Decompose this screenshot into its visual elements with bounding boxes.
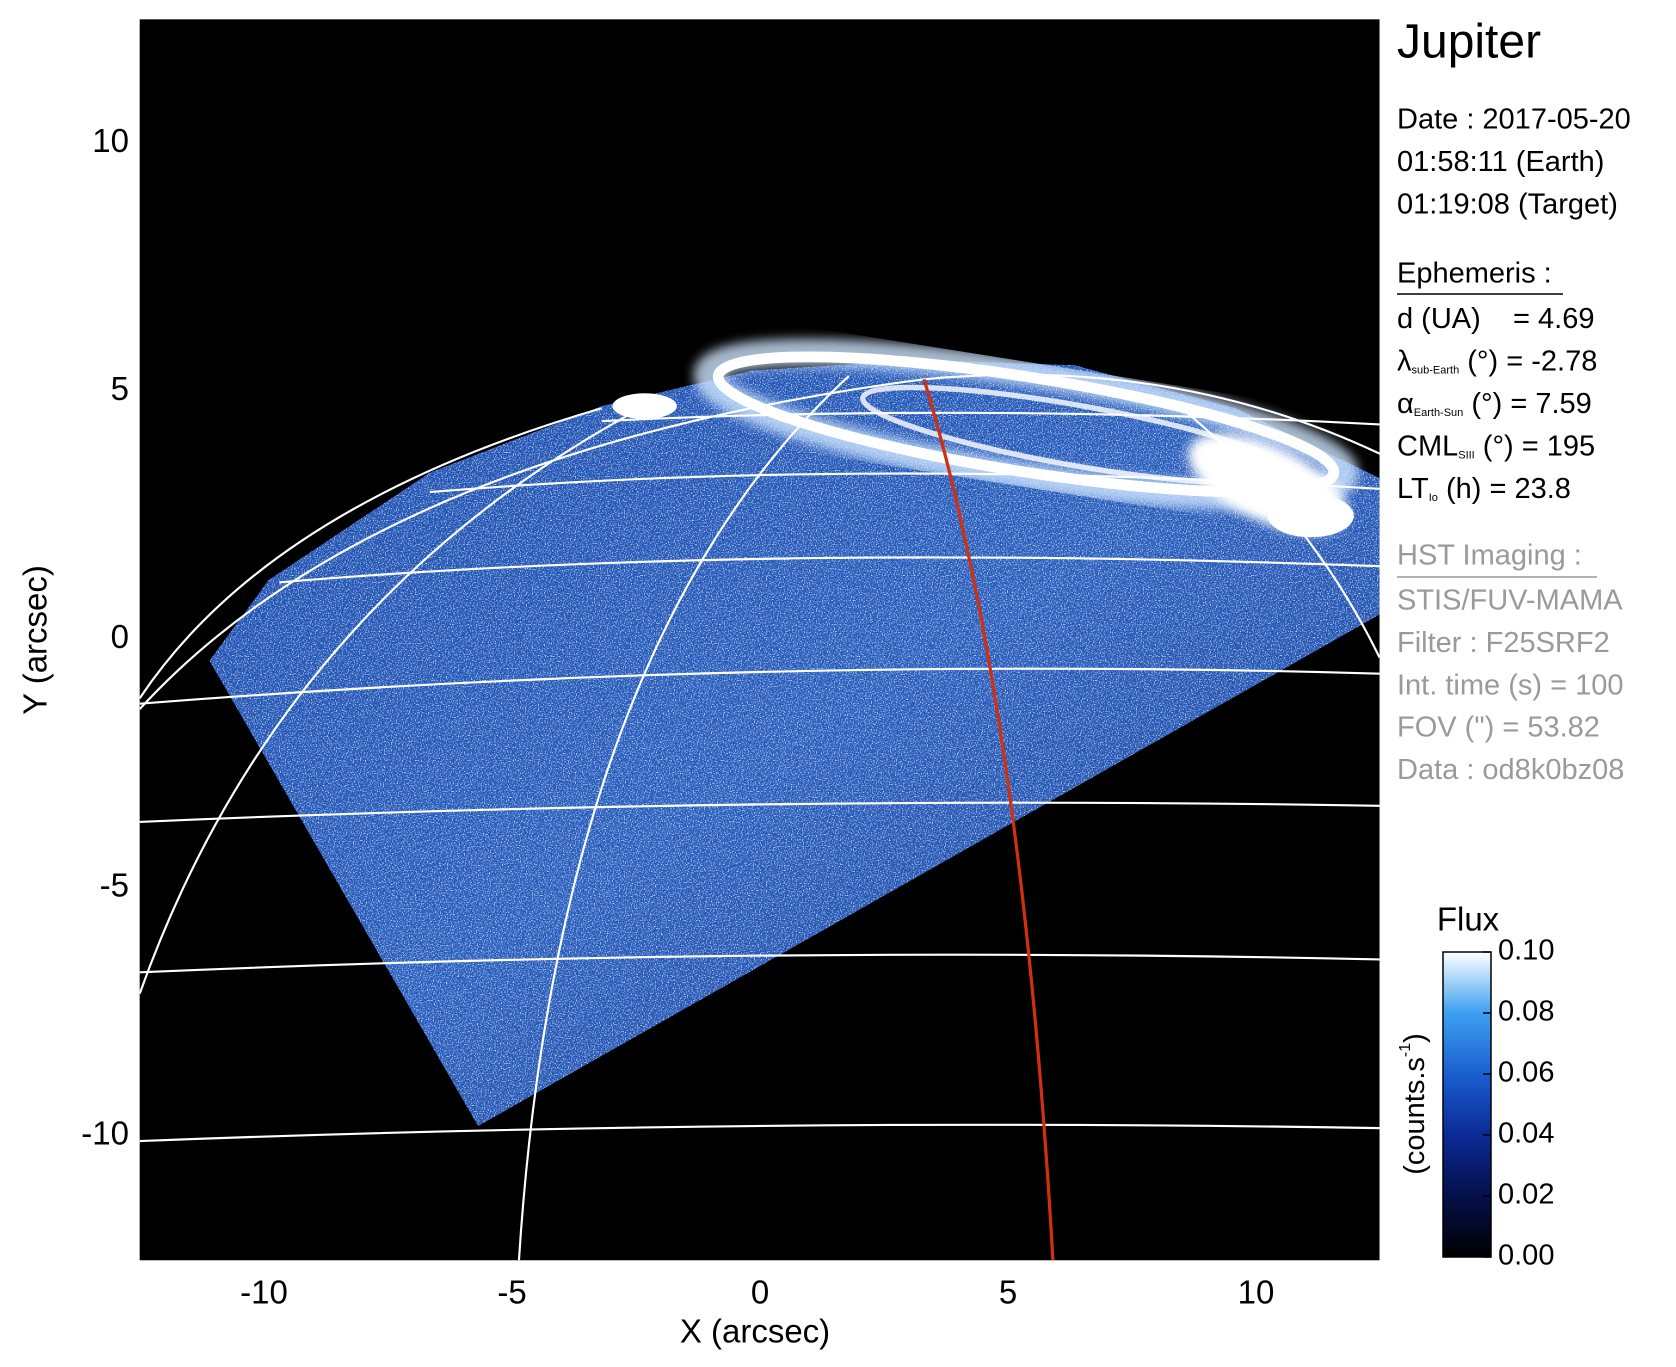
colorbar-title: Flux [1437, 901, 1500, 938]
ephemeris-heading: Ephemeris : [1397, 258, 1552, 290]
ephemeris-subscript: SIII [1458, 449, 1475, 461]
image-content [139, 338, 1380, 1261]
y-tick-label: -5 [100, 866, 129, 903]
x-tick-label: -10 [240, 1274, 288, 1311]
central-meridian [922, 378, 1055, 1261]
chart-title: Jupiter [1397, 16, 1541, 69]
y-tick-label: 0 [111, 618, 129, 655]
colorbar-tick-label: 0.10 [1498, 935, 1554, 967]
ephemeris-value: (°) = -2.78 [1459, 345, 1597, 377]
disk-speckle [209, 359, 1380, 1126]
imaging-line: STIS/FUV-MAMA [1397, 585, 1623, 617]
colorbar-label: (counts.s-1) [1397, 1033, 1430, 1175]
x-tick-label: 5 [999, 1274, 1017, 1311]
x-tick-label: 0 [751, 1274, 769, 1311]
colorbar-tick-label: 0.06 [1498, 1057, 1554, 1089]
y-tick-label: -10 [81, 1115, 129, 1152]
image-layer [139, 19, 1380, 1261]
imaging-line: Data : od8k0bz08 [1397, 754, 1624, 786]
date-line: Date : 2017-05-20 [1397, 104, 1631, 136]
colorbar-unit-exponent: -1 [1397, 1043, 1414, 1057]
imaging-heading: HST Imaging : [1397, 540, 1582, 572]
planet-grid [139, 373, 1380, 1261]
y-tick-label: 10 [92, 122, 129, 159]
ephemeris-line: d (UA) = 4.69 [1397, 303, 1594, 335]
colorbar-tick-label: 0.08 [1498, 996, 1554, 1028]
ephemeris-line: αEarth-Sun (°) = 7.59 [1397, 388, 1592, 420]
imaging-line: Filter : F25SRF2 [1397, 627, 1610, 659]
y-axis-label: Y (arcsec) [17, 565, 54, 715]
imaging-line: FOV (") = 53.82 [1397, 712, 1600, 744]
colorbar-tick-label: 0.00 [1498, 1240, 1554, 1272]
ephemeris-value: (°) = 195 [1475, 430, 1595, 462]
date-line: 01:19:08 (Target) [1397, 189, 1618, 221]
ephemeris-subscript: sub-Earth [1412, 364, 1460, 376]
x-axis-label: X (arcsec) [680, 1313, 830, 1350]
ephemeris-symbol: d (UA) = 4.69 [1397, 303, 1594, 335]
date-line: 01:58:11 (Earth) [1397, 146, 1604, 178]
colorbar-tick-label: 0.04 [1498, 1118, 1554, 1150]
x-tick-label: -5 [497, 1274, 526, 1311]
colorbar-unit-end: ) [1399, 1033, 1431, 1043]
ephemeris-symbol: λ [1397, 345, 1412, 377]
ephemeris-symbol: LT [1397, 473, 1429, 505]
ephemeris-value: (h) = 23.8 [1438, 473, 1571, 505]
y-tick-label: 5 [111, 370, 129, 407]
colorbar [1442, 951, 1492, 1258]
ephemeris-value: (°) = 7.59 [1463, 388, 1591, 420]
x-tick-label: 10 [1238, 1274, 1275, 1311]
colorbar-unit: (counts.s [1399, 1057, 1431, 1175]
ephemeris-subscript: Io [1429, 492, 1438, 504]
ephemeris-subscript: Earth-Sun [1414, 407, 1464, 419]
ephemeris-symbol: α [1397, 388, 1414, 420]
ephemeris-line: CMLSIII (°) = 195 [1397, 430, 1595, 462]
ephemeris-line: LTIo (h) = 23.8 [1397, 473, 1571, 505]
ephemeris-line: λsub-Earth (°) = -2.78 [1397, 345, 1597, 377]
colorbar-tick-label: 0.02 [1498, 1179, 1554, 1211]
imaging-line: Int. time (s) = 100 [1397, 669, 1623, 701]
ephemeris-symbol: CML [1397, 430, 1458, 462]
